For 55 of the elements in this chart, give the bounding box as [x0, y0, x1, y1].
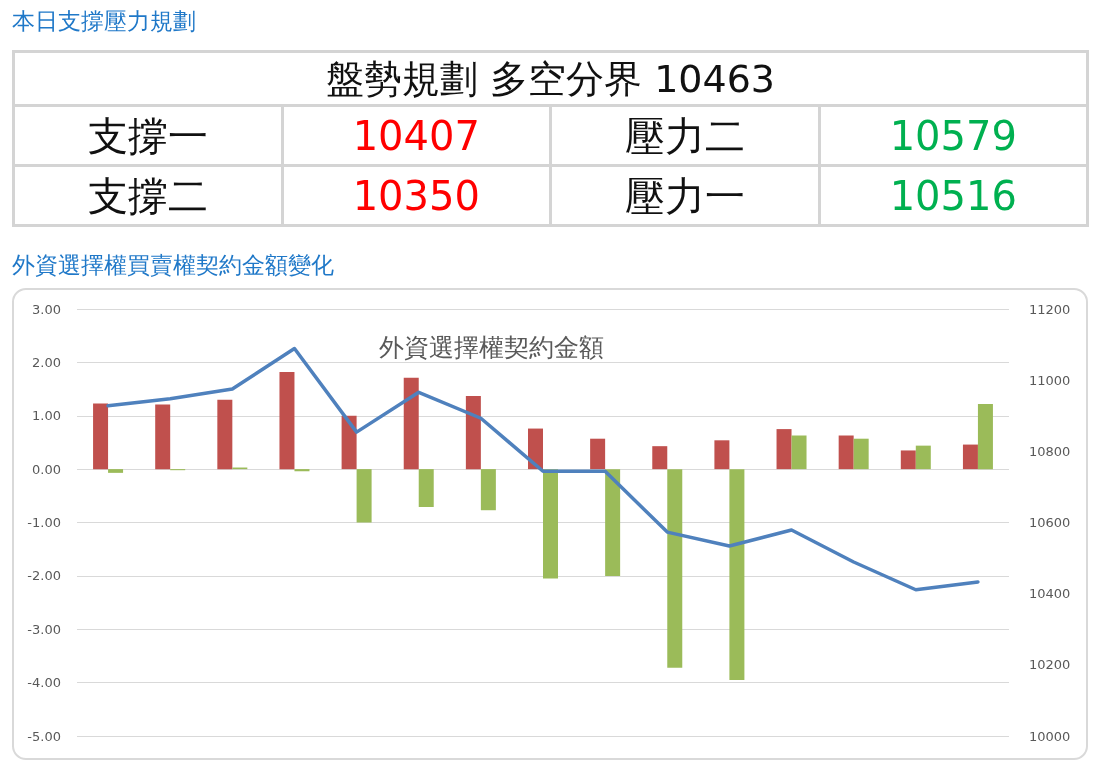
bar	[480, 469, 496, 511]
bar	[915, 445, 931, 470]
bar	[294, 469, 310, 472]
bar	[667, 469, 683, 668]
bar	[605, 469, 621, 576]
bar	[418, 469, 434, 508]
y-tick-label: -2.00	[27, 568, 61, 584]
data-label: 10407	[282, 105, 551, 166]
bar	[217, 399, 233, 470]
y2-tick-label: 11200	[1029, 301, 1071, 317]
bar	[543, 469, 558, 579]
category-label: 支撐二	[13, 165, 282, 226]
text: 盤勢規劃 多空分界 10463	[13, 51, 1088, 106]
y-tick-label: -1.00	[27, 515, 61, 530]
bar	[155, 404, 171, 470]
y2-tick-label: 10800	[1029, 443, 1071, 459]
bar	[590, 438, 606, 470]
y2-tick-label: 11000	[1029, 372, 1071, 388]
y2-tick-label: 10000	[1029, 728, 1071, 744]
y-tick-label: 0.00	[32, 461, 61, 477]
y-tick-label: -4.00	[27, 675, 61, 691]
bar	[279, 371, 295, 470]
category-label: 壓力一	[550, 165, 819, 226]
bar	[900, 450, 916, 470]
bar	[714, 440, 730, 470]
bar	[853, 438, 869, 470]
bar	[729, 469, 745, 680]
bar	[93, 403, 109, 470]
bar	[403, 377, 419, 470]
bar	[977, 404, 993, 470]
bar	[465, 396, 481, 470]
y-tick-label: 2.00	[32, 354, 61, 370]
data-label: 10579	[819, 105, 1088, 166]
data-label: 10516	[819, 165, 1088, 226]
data-label: 10350	[282, 165, 551, 226]
y2-tick-label: 10400	[1029, 586, 1071, 602]
bar	[838, 435, 854, 470]
y2-tick-label: 10200	[1029, 657, 1071, 673]
y-tick-label: -5.00	[27, 728, 61, 744]
text: 外資選擇權契約金額	[379, 333, 604, 362]
category-label: 壓力二	[550, 105, 819, 166]
bar	[356, 469, 372, 523]
y-tick-label: -3.00	[27, 621, 61, 637]
bar	[791, 435, 807, 470]
text: 本日支撐壓力規劃	[12, 7, 196, 36]
bar	[652, 446, 668, 470]
category-label: 支撐一	[13, 105, 282, 166]
bar	[962, 444, 978, 470]
y2-tick-label: 10600	[1029, 515, 1071, 530]
bar	[776, 429, 792, 470]
y-tick-label: 1.00	[32, 408, 61, 424]
chart-title: 外資選擇權買賣權契約金額變化	[12, 251, 334, 280]
bar	[341, 415, 357, 470]
y-tick-label: 3.00	[32, 301, 61, 317]
bar	[108, 469, 124, 473]
